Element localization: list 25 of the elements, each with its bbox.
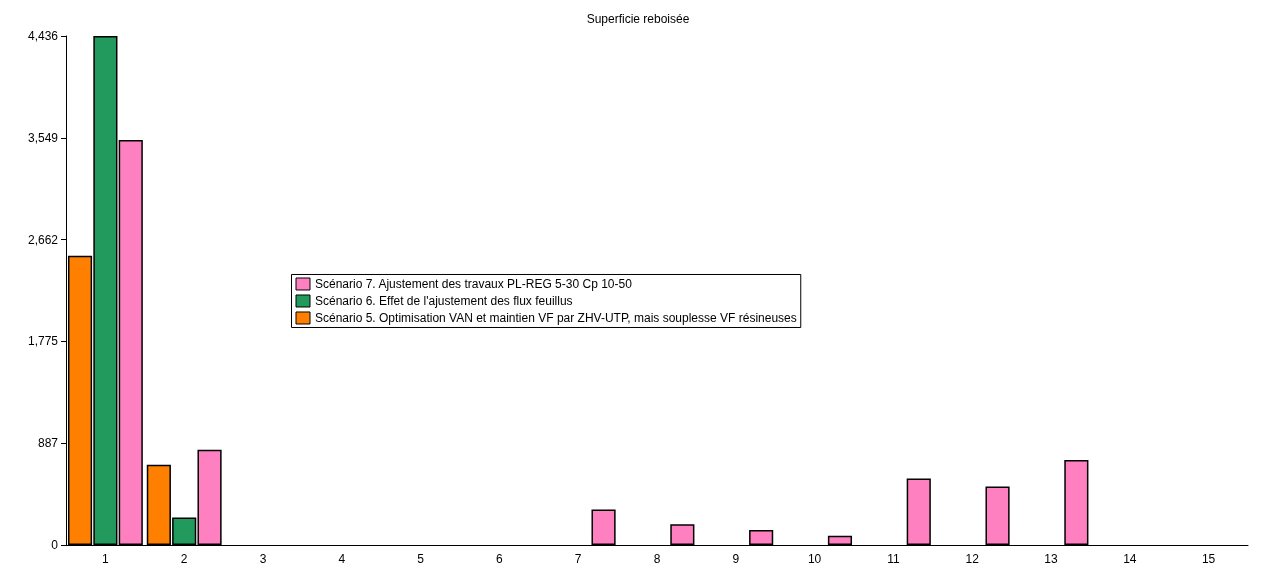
x-tick-label: 8	[653, 552, 661, 566]
x-tick-label: 1	[102, 552, 110, 566]
x-tick-label: 14	[1123, 552, 1137, 566]
x-tick-label: 7	[574, 552, 582, 566]
chart-title: Superficie reboisée	[586, 12, 690, 26]
y-tick-label: 0	[51, 538, 59, 552]
legend-label: Scénario 5. Optimisation VAN et maintien VF par ZHV-UTP, mais souplesse VF résineuses	[315, 310, 797, 325]
x-tick-label: 9	[732, 552, 740, 566]
y-tick-label: 4,436	[27, 29, 59, 43]
x-tick-label: 11	[887, 552, 900, 566]
x-tick-label: 12	[965, 552, 980, 566]
x-tick-label: 3	[259, 552, 267, 566]
x-tick-label: 13	[1044, 552, 1058, 566]
x-tick-label: 6	[496, 552, 504, 566]
legend-label: Scénario 6. Effet de l'ajustement des flux feuillus	[315, 293, 573, 308]
x-tick-label: 4	[338, 552, 346, 566]
x-tick-label: 15	[1201, 552, 1216, 566]
y-tick-label: 887	[37, 436, 59, 451]
y-tick-label: 2,662	[27, 232, 59, 247]
x-tick-label: 10	[807, 552, 822, 566]
x-tick-label: 5	[417, 552, 425, 566]
y-tick-label: 1,775	[27, 334, 59, 349]
x-tick-label: 2	[180, 552, 188, 566]
y-tick-label: 3,549	[27, 130, 59, 145]
legend-label: Scénario 7. Ajustement des travaux PL-REG 5-30 Cp 10-50	[315, 276, 633, 291]
